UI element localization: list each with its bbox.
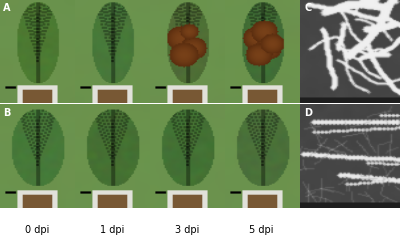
Text: C: C [304, 3, 311, 13]
Text: A: A [3, 3, 10, 13]
Text: 3 dpi: 3 dpi [175, 225, 199, 235]
Text: 0 dpi: 0 dpi [25, 225, 50, 235]
Text: B: B [3, 108, 10, 118]
Text: D: D [304, 108, 312, 118]
Text: 1 dpi: 1 dpi [100, 225, 124, 235]
Text: 5 dpi: 5 dpi [250, 225, 274, 235]
